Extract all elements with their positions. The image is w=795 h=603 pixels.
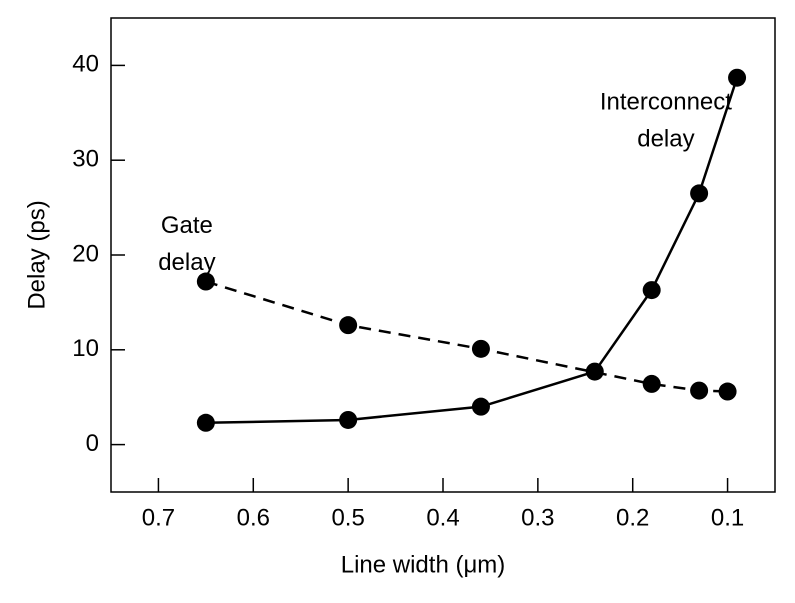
point (642, 374, 661, 393)
x-tick-label: 0.5 (331, 504, 364, 531)
point (471, 397, 490, 416)
y-tick-label: 40 (72, 51, 99, 78)
point (718, 382, 737, 401)
x-tick-label: 0.7 (142, 504, 175, 531)
y-tick-label: 30 (72, 146, 99, 173)
y-tick-label: 0 (86, 430, 99, 457)
x-tick-label: 0.3 (521, 504, 554, 531)
x-axis-label: Line width (μm) (341, 551, 506, 578)
y-tick-label: 10 (72, 335, 99, 362)
annotation: Interconnect (600, 89, 732, 116)
x-tick-label: 0.4 (426, 504, 459, 531)
point (196, 272, 215, 291)
point (339, 410, 358, 429)
annotation: delay (158, 249, 215, 276)
x-tick-label: 0.1 (711, 504, 744, 531)
point (690, 381, 709, 400)
point (585, 362, 604, 381)
point (642, 281, 661, 300)
point (690, 184, 709, 203)
point (471, 339, 490, 358)
point (728, 68, 747, 87)
point (339, 316, 358, 335)
x-tick-label: 0.6 (237, 504, 270, 531)
y-axis-label: Delay (ps) (23, 200, 50, 309)
x-tick-label: 0.2 (616, 504, 649, 531)
y-tick-label: 20 (72, 240, 99, 267)
annotation: delay (637, 126, 694, 153)
point (196, 413, 215, 432)
annotation: Gate (161, 212, 213, 239)
